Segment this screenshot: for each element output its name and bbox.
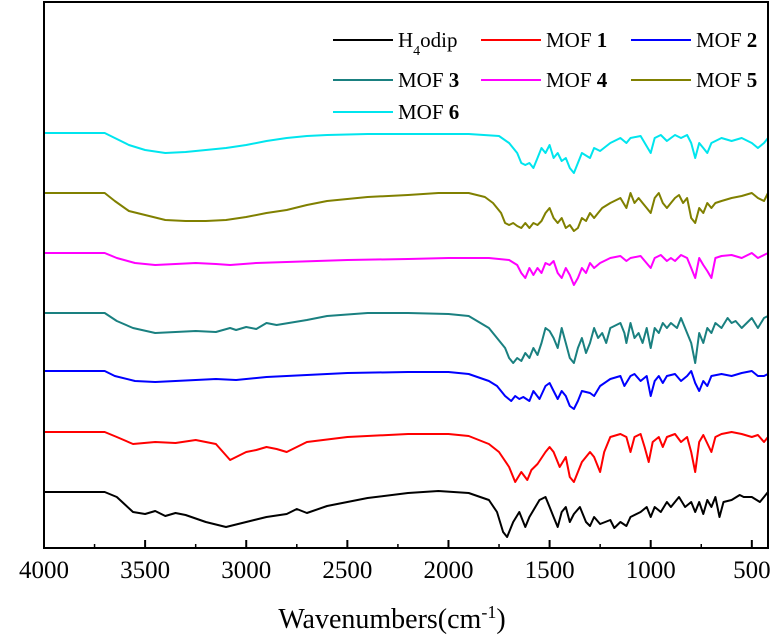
legend-label-5: MOF 4	[546, 68, 608, 92]
legend-label-6: MOF 5	[696, 68, 757, 92]
series-line-7	[44, 132, 769, 174]
legend-label-3: MOF 2	[696, 28, 757, 52]
x-tick-label: 500	[733, 557, 771, 584]
series-line-3	[44, 370, 769, 410]
spectra-curves	[44, 132, 769, 538]
x-tick-label: 2500	[322, 557, 372, 584]
legend-label-7: MOF 6	[398, 100, 459, 124]
legend: H4odip MOF 1 MOF 2 MOF 3 MOF 4 MOF 5 MOF 6	[333, 28, 757, 124]
series-line-5	[44, 252, 769, 286]
series-line-2	[44, 431, 769, 483]
series-line-4	[44, 312, 769, 364]
x-tick-label: 1000	[626, 557, 676, 584]
legend-label-2: MOF 1	[546, 28, 607, 52]
series-line-1	[44, 490, 769, 538]
legend-label-1: H4odip	[398, 28, 458, 59]
plot-frame	[43, 1, 769, 549]
legend-label-4: MOF 3	[398, 68, 459, 92]
x-tick-label: 3500	[120, 557, 170, 584]
x-tick-label: 1500	[525, 557, 575, 584]
x-tick-label: 2000	[423, 557, 473, 584]
x-tick-label: 4000	[19, 557, 69, 584]
series-line-6	[44, 192, 769, 232]
x-tick-label: 3000	[221, 557, 271, 584]
x-axis-title: Wavenumbers(cm-1)	[278, 602, 505, 635]
x-axis-ticks: 4000 3500 3000 2500 2000 1500 1000 500	[19, 540, 771, 584]
